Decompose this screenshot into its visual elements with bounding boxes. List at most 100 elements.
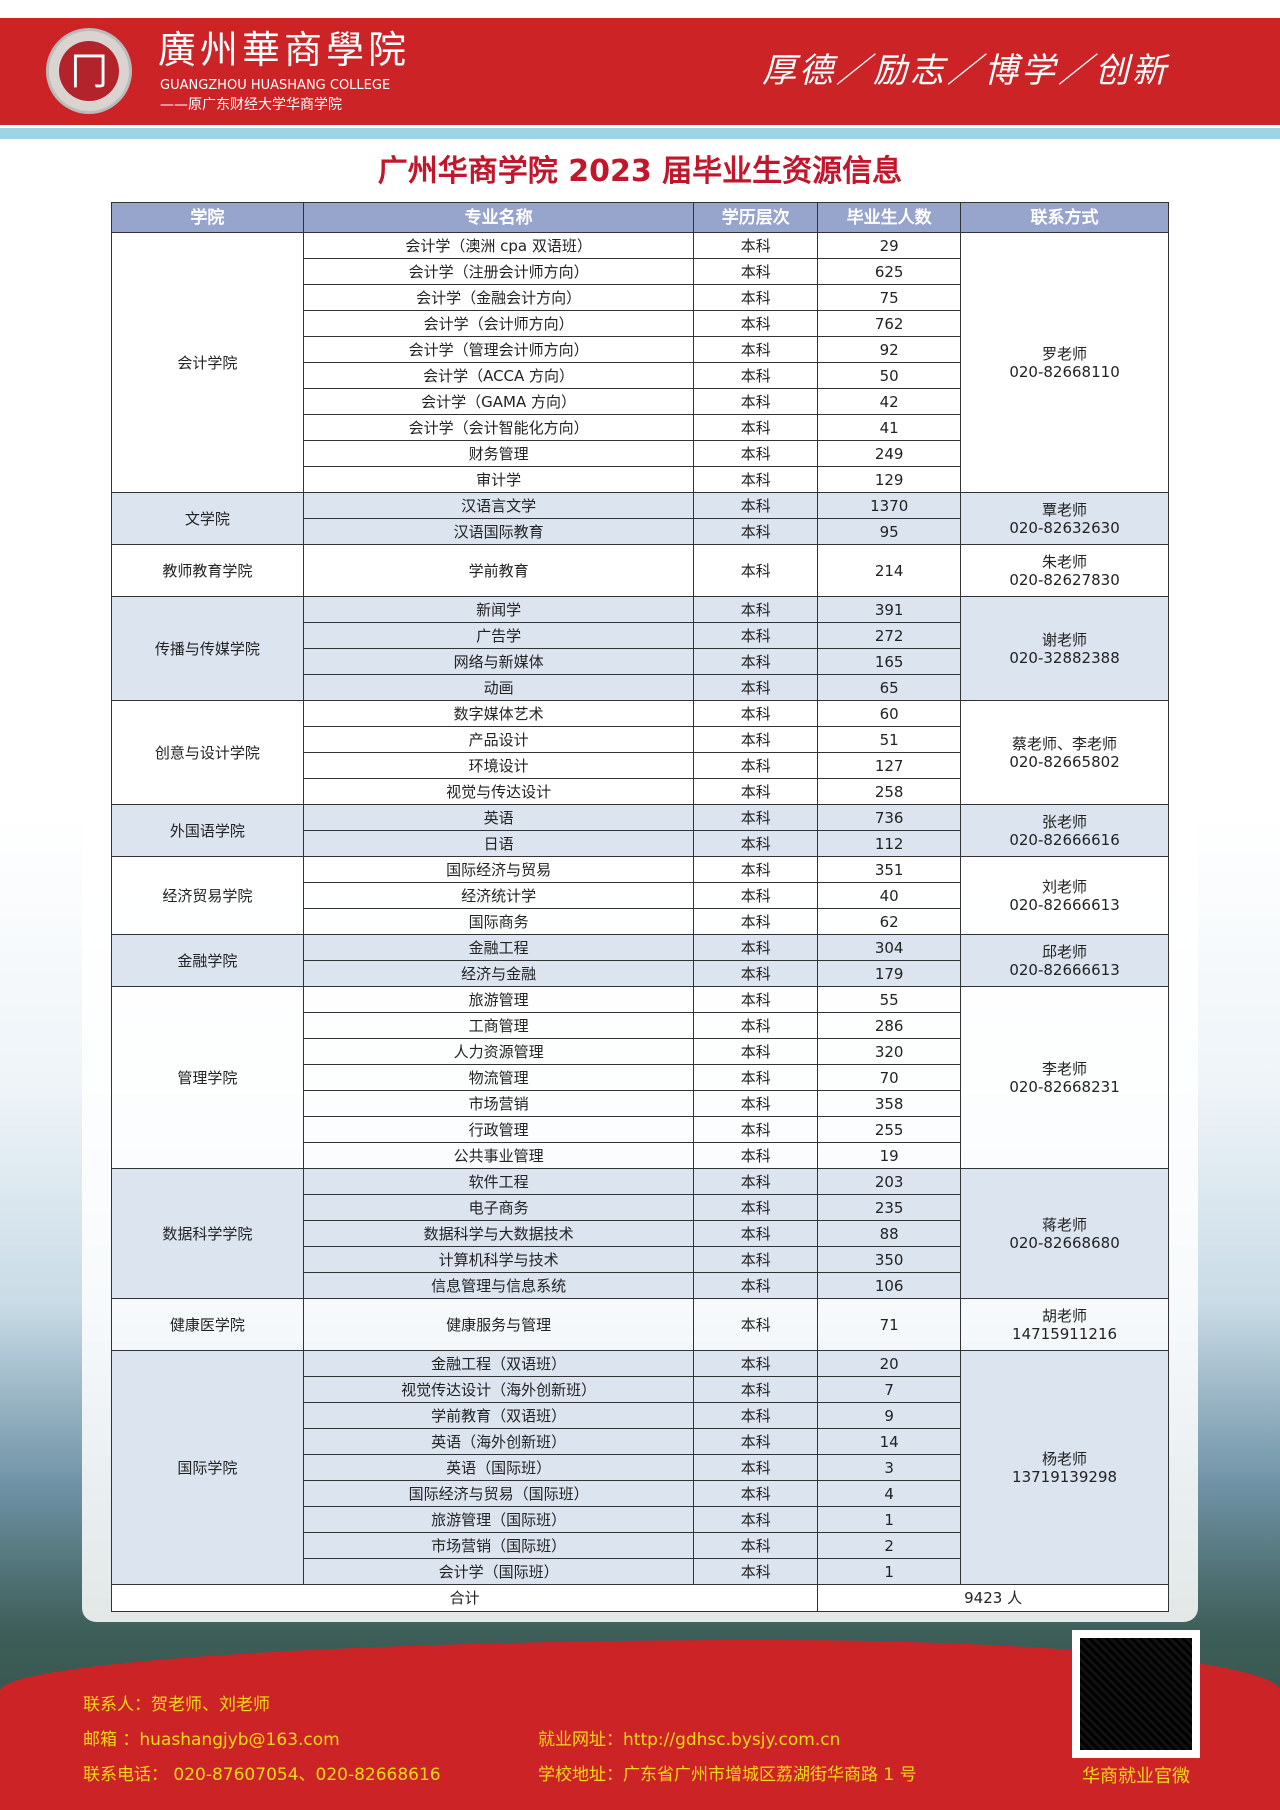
degree-cell: 本科 xyxy=(693,830,819,857)
count-cell: 255 xyxy=(817,1116,962,1143)
count-cell: 165 xyxy=(817,648,962,675)
count-cell: 112 xyxy=(817,830,962,857)
major-cell: 经济与金融 xyxy=(302,960,695,987)
major-cell: 数字媒体艺术 xyxy=(302,700,695,727)
header-major: 专业名称 xyxy=(302,202,695,233)
count-cell: 71 xyxy=(817,1298,962,1351)
major-cell: 旅游管理 xyxy=(302,986,695,1013)
footer-contacts: 联系人：贺老师、刘老师 xyxy=(83,1695,270,1715)
college-cell: 教师教育学院 xyxy=(111,544,304,597)
table-row: 传播与传媒学院 新闻学 本科 391 谢老师 020-32882388 xyxy=(111,596,1169,701)
major-cell: 物流管理 xyxy=(302,1064,695,1091)
major-cell: 日语 xyxy=(302,830,695,857)
contact-cell: 罗老师 020-82668110 xyxy=(960,232,1169,493)
contact-name: 张老师 xyxy=(1042,812,1088,831)
table-row: 教师教育学院 学前教育 本科 214 朱老师 020-82627830 xyxy=(111,544,1169,597)
count-cell: 762 xyxy=(817,310,962,337)
degree-cell: 本科 xyxy=(693,388,819,415)
count-cell: 736 xyxy=(817,804,962,831)
degree-cell: 本科 xyxy=(693,1272,819,1299)
degree-cell: 本科 xyxy=(693,1168,819,1195)
major-cell: 视觉与传达设计 xyxy=(302,778,695,805)
major-cell: 会计学（GAMA 方向） xyxy=(302,388,695,415)
qr-code-icon xyxy=(1080,1638,1192,1750)
count-cell: 75 xyxy=(817,284,962,311)
school-name: 廣州華商學院 xyxy=(158,28,411,72)
count-cell: 42 xyxy=(817,388,962,415)
major-cell: 会计学（国际班） xyxy=(302,1558,695,1585)
table-row: 英语（海外创新班） 本科 14 xyxy=(112,1428,1169,1455)
table-row: 物流管理 本科 70 xyxy=(112,1064,1169,1091)
degree-cell: 本科 xyxy=(693,258,819,285)
degree-cell: 本科 xyxy=(693,1064,819,1091)
footer-email[interactable]: 邮箱 ：huashangjyb@163.com xyxy=(83,1730,340,1750)
count-cell: 55 xyxy=(817,986,962,1013)
contact-name: 胡老师 xyxy=(1042,1306,1088,1325)
count-cell: 40 xyxy=(817,882,962,909)
table-row: 工商管理 本科 286 xyxy=(112,1012,1169,1039)
divider-strip xyxy=(0,128,1280,139)
degree-cell: 本科 xyxy=(693,1116,819,1143)
major-cell: 工商管理 xyxy=(302,1012,695,1039)
college-cell: 金融学院 xyxy=(111,934,304,987)
degree-cell: 本科 xyxy=(693,232,819,259)
footer-website[interactable]: 就业网址：http://gdhsc.bysjy.com.cn xyxy=(538,1730,841,1750)
count-cell: 179 xyxy=(817,960,962,987)
college-cell: 传播与传媒学院 xyxy=(111,596,304,701)
major-cell: 国际经济与贸易（国际班） xyxy=(302,1480,695,1507)
contact-phone: 020-82665802 xyxy=(1009,752,1120,771)
count-cell: 1 xyxy=(817,1506,962,1533)
contact-phone: 020-82666616 xyxy=(1009,830,1120,849)
major-cell: 会计学（金融会计方向） xyxy=(302,284,695,311)
school-former-name: ——原广东财经大学华商学院 xyxy=(160,97,342,113)
contact-cell: 谢老师 020-32882388 xyxy=(960,596,1169,701)
degree-cell: 本科 xyxy=(693,440,819,467)
count-cell: 391 xyxy=(817,596,962,623)
major-cell: 英语（国际班） xyxy=(302,1454,695,1481)
contact-cell: 朱老师 020-82627830 xyxy=(960,544,1169,597)
header-degree: 学历层次 xyxy=(693,202,819,233)
degree-cell: 本科 xyxy=(693,544,819,597)
college-logo: 冂 xyxy=(46,28,132,114)
major-cell: 国际经济与贸易 xyxy=(302,856,695,883)
college-cell: 国际学院 xyxy=(111,1350,304,1585)
degree-cell: 本科 xyxy=(693,752,819,779)
contact-cell: 李老师 020-82668231 xyxy=(960,986,1169,1169)
contact-name: 刘老师 xyxy=(1042,877,1088,896)
table-row: 会计学（ACCA 方向） 本科 50 xyxy=(112,362,1169,389)
count-cell: 350 xyxy=(817,1246,962,1273)
table-row: 数据科学学院 软件工程 本科 203 蒋老师 020-82668680 xyxy=(111,1168,1169,1299)
degree-cell: 本科 xyxy=(693,986,819,1013)
total-value: 9423 人 xyxy=(817,1584,1169,1612)
contact-name: 谢老师 xyxy=(1042,630,1088,649)
major-cell: 经济统计学 xyxy=(302,882,695,909)
table-row: 市场营销（国际班） 本科 2 xyxy=(112,1532,1169,1559)
major-cell: 新闻学 xyxy=(302,596,695,623)
contact-name: 朱老师 xyxy=(1042,552,1088,571)
major-cell: 英语 xyxy=(302,804,695,831)
degree-cell: 本科 xyxy=(693,804,819,831)
major-cell: 汉语国际教育 xyxy=(302,518,695,545)
contact-cell: 邱老师 020-82666613 xyxy=(960,934,1169,987)
contact-cell: 刘老师 020-82666613 xyxy=(960,856,1169,935)
contact-phone: 020-82627830 xyxy=(1009,570,1120,589)
table-row: 会计学（会计师方向） 本科 762 xyxy=(112,310,1169,337)
count-cell: 304 xyxy=(817,934,962,961)
degree-cell: 本科 xyxy=(693,362,819,389)
count-cell: 4 xyxy=(817,1480,962,1507)
degree-cell: 本科 xyxy=(693,596,819,623)
degree-cell: 本科 xyxy=(693,1350,819,1377)
header-count: 毕业生人数 xyxy=(817,202,962,233)
contact-cell: 张老师 020-82666616 xyxy=(960,804,1169,857)
degree-cell: 本科 xyxy=(693,726,819,753)
degree-cell: 本科 xyxy=(693,414,819,441)
degree-cell: 本科 xyxy=(693,466,819,493)
major-cell: 市场营销 xyxy=(302,1090,695,1117)
college-cell: 文学院 xyxy=(111,492,304,545)
degree-cell: 本科 xyxy=(693,856,819,883)
college-cell: 健康医学院 xyxy=(111,1298,304,1351)
table-row: 数据科学与大数据技术 本科 88 xyxy=(112,1220,1169,1247)
table-row: 会计学（管理会计师方向） 本科 92 xyxy=(112,336,1169,363)
major-cell: 财务管理 xyxy=(302,440,695,467)
major-cell: 行政管理 xyxy=(302,1116,695,1143)
